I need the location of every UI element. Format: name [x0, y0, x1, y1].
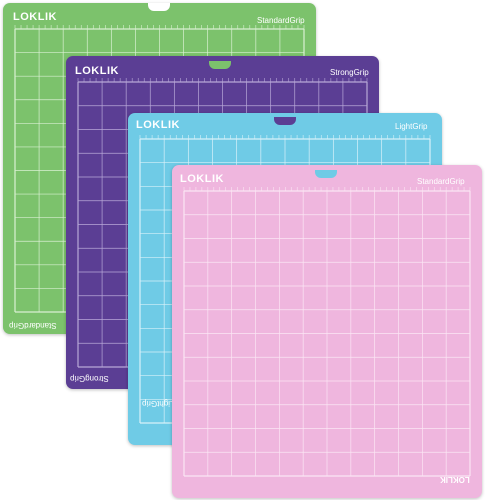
mat-standardgrip-pink: LOKLIK StandardGrip LOKLIK [172, 165, 482, 498]
grip-label: StandardGrip [417, 177, 465, 186]
brand-logo: LOKLIK [13, 11, 57, 23]
hanging-hole [315, 170, 337, 178]
grip-label: StrongGrip [330, 68, 369, 77]
cutting-grid [183, 187, 471, 477]
brand-logo-rotated: LOKLIK [440, 475, 470, 484]
grip-label-rotated: StrongGrip [70, 374, 109, 383]
hanging-hole [148, 3, 170, 11]
brand-logo: LOKLIK [180, 173, 224, 185]
brand-logo: LOKLIK [136, 119, 180, 131]
grip-label: StandardGrip [257, 16, 305, 25]
brand-logo: LOKLIK [75, 65, 119, 77]
hanging-hole [209, 61, 231, 69]
hanging-hole [274, 117, 296, 125]
grip-label: LightGrip [395, 122, 428, 131]
grip-label-rotated: StandardGrip [9, 321, 57, 330]
grip-label-rotated: LightGrip [142, 399, 175, 408]
